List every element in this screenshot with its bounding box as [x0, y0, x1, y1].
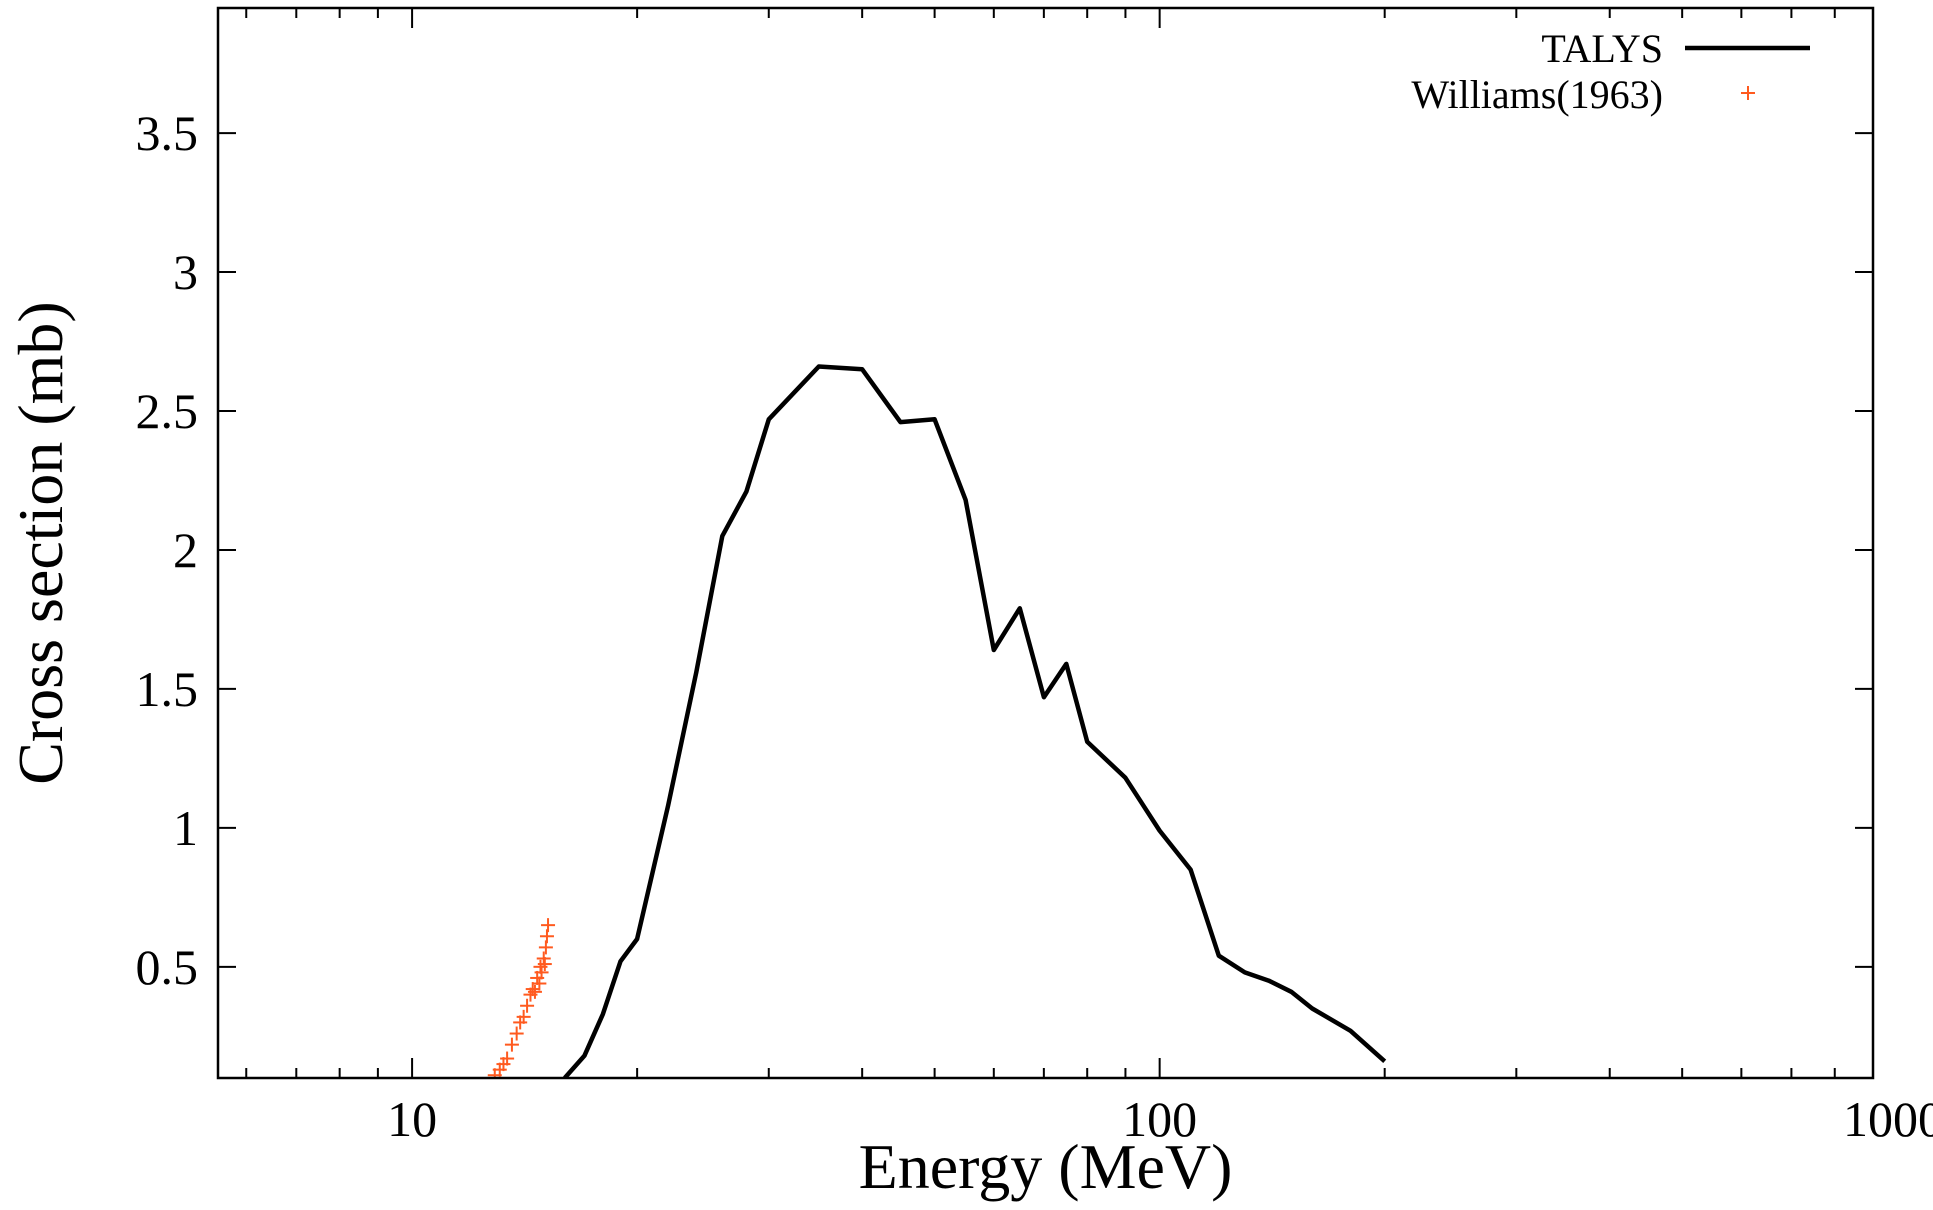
axis-ticks — [218, 8, 1874, 1078]
y-tick-label: 0.5 — [136, 939, 199, 995]
plot-area — [487, 364, 1387, 1078]
williams-data-point — [541, 918, 556, 933]
williams-data-point — [509, 1026, 524, 1041]
williams-data-point — [532, 976, 547, 991]
y-tick-label: 2 — [173, 522, 198, 578]
talys-series-line — [563, 364, 1387, 1078]
williams-data-point — [537, 957, 552, 972]
y-tick-label: 3.5 — [136, 105, 199, 161]
legend-label-talys: TALYS — [1541, 26, 1663, 71]
tick-labels: 0.5 1 1.5 2 2.5 3 3.5 10 100 1000 — [136, 105, 1933, 1147]
plot-frame — [216, 6, 1875, 1080]
williams-data-point — [538, 940, 553, 955]
williams-data-point — [527, 984, 542, 999]
y-tick-label: 3 — [173, 244, 198, 300]
williams-data-point — [520, 998, 535, 1013]
williams-data-point — [539, 929, 554, 944]
y-tick-label: 1 — [173, 800, 198, 856]
x-tick-label: 100 — [1122, 1091, 1197, 1147]
y-tick-label: 2.5 — [136, 383, 199, 439]
legend: TALYS Williams(1963) — [1411, 26, 1810, 117]
williams-data-point — [516, 1009, 531, 1024]
x-tick-label: 1000 — [1843, 1091, 1933, 1147]
y-tick-label: 1.5 — [136, 661, 199, 717]
williams-data-point — [534, 965, 549, 980]
williams-data-point — [500, 1051, 515, 1066]
williams-data-point — [504, 1037, 519, 1052]
y-axis-title: Cross section (mb) — [5, 301, 76, 785]
legend-swatch-williams — [1741, 86, 1755, 100]
x-tick-label: 10 — [387, 1091, 437, 1147]
x-axis-title: Energy (MeV) — [859, 1131, 1233, 1202]
legend-label-williams: Williams(1963) — [1411, 72, 1663, 117]
